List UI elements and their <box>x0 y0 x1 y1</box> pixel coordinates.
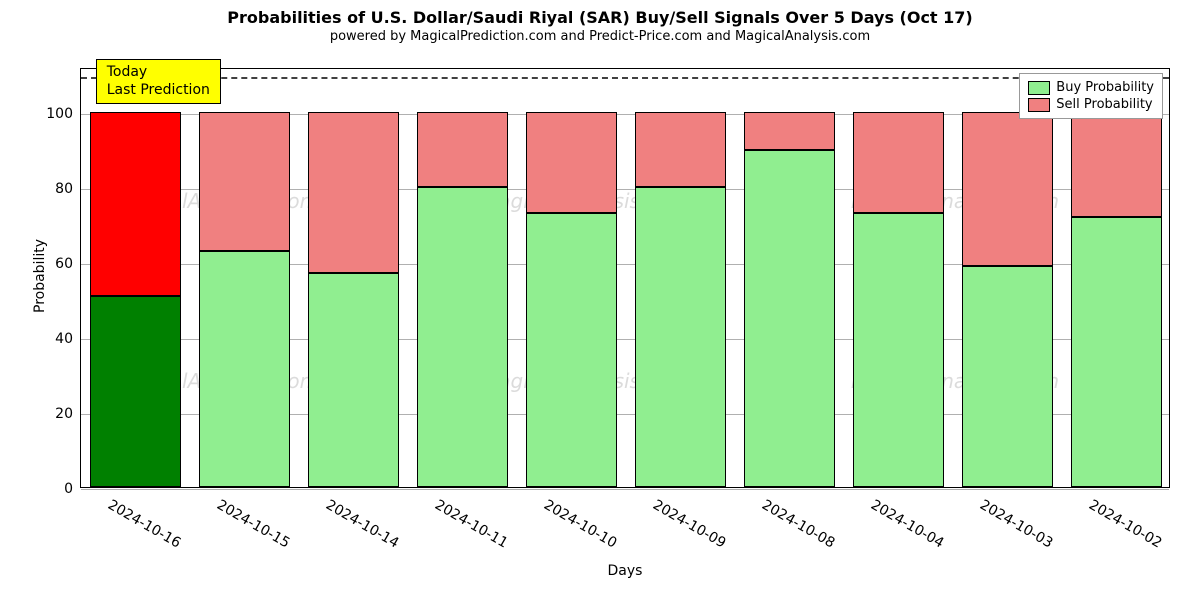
ytick-label: 0 <box>64 481 73 497</box>
bar-group <box>1071 69 1163 487</box>
chart-area: MagicalAnalysis.comMagicalAnalysis.comMa… <box>80 68 1170 488</box>
xtick-label: 2024-10-14 <box>323 497 401 552</box>
legend-swatch <box>1028 81 1050 95</box>
bar-buy <box>1071 217 1163 487</box>
bar-buy <box>744 150 836 488</box>
bar-buy <box>635 187 727 487</box>
ytick-label: 20 <box>55 406 73 422</box>
bar-group <box>90 69 182 487</box>
ytick-label: 80 <box>55 181 73 197</box>
bar-group <box>526 69 618 487</box>
xtick-label: 2024-10-16 <box>105 497 183 552</box>
ytick-label: 40 <box>55 331 73 347</box>
bar-sell <box>853 112 945 213</box>
bar-sell <box>199 112 291 251</box>
legend-item: Sell Probability <box>1028 97 1154 112</box>
bar-buy <box>853 213 945 487</box>
bar-sell <box>1071 112 1163 217</box>
xtick-label: 2024-10-10 <box>541 497 619 552</box>
bar-buy <box>417 187 509 487</box>
legend-label: Sell Probability <box>1056 97 1152 112</box>
xtick-label: 2024-10-04 <box>868 497 946 552</box>
bar-sell <box>962 112 1054 266</box>
bar-group <box>962 69 1054 487</box>
bar-sell <box>417 112 509 187</box>
bar-sell <box>635 112 727 187</box>
ytick-label: 60 <box>55 256 73 272</box>
bar-group <box>308 69 400 487</box>
bar-group <box>744 69 836 487</box>
bar-buy <box>308 273 400 487</box>
xtick-label: 2024-10-03 <box>977 497 1055 552</box>
xtick-label: 2024-10-02 <box>1086 497 1164 552</box>
legend-label: Buy Probability <box>1056 80 1154 95</box>
chart-subtitle: powered by MagicalPrediction.com and Pre… <box>0 29 1200 44</box>
bar-sell <box>744 112 836 150</box>
bar-buy <box>90 296 182 487</box>
bar-group <box>853 69 945 487</box>
bar-group <box>417 69 509 487</box>
today-annotation: Today Last Prediction <box>96 59 221 104</box>
bar-sell <box>90 112 182 296</box>
legend-item: Buy Probability <box>1028 80 1154 95</box>
x-axis-label: Days <box>608 563 643 579</box>
bar-buy <box>199 251 291 487</box>
bar-sell <box>526 112 618 213</box>
bar-group <box>199 69 291 487</box>
legend-swatch <box>1028 98 1050 112</box>
xtick-label: 2024-10-15 <box>214 497 292 552</box>
bar-buy <box>962 266 1054 487</box>
bar-buy <box>526 213 618 487</box>
legend: Buy Probability Sell Probability <box>1019 73 1163 119</box>
bar-group <box>635 69 727 487</box>
xtick-label: 2024-10-09 <box>650 497 728 552</box>
ytick-label: 100 <box>46 106 73 122</box>
gridline <box>81 489 1169 490</box>
xtick-label: 2024-10-08 <box>759 497 837 552</box>
chart-title: Probabilities of U.S. Dollar/Saudi Riyal… <box>0 8 1200 27</box>
xtick-label: 2024-10-11 <box>432 497 510 552</box>
bar-sell <box>308 112 400 273</box>
y-axis-label: Probability <box>32 239 48 313</box>
plot-region: MagicalAnalysis.comMagicalAnalysis.comMa… <box>80 68 1170 488</box>
